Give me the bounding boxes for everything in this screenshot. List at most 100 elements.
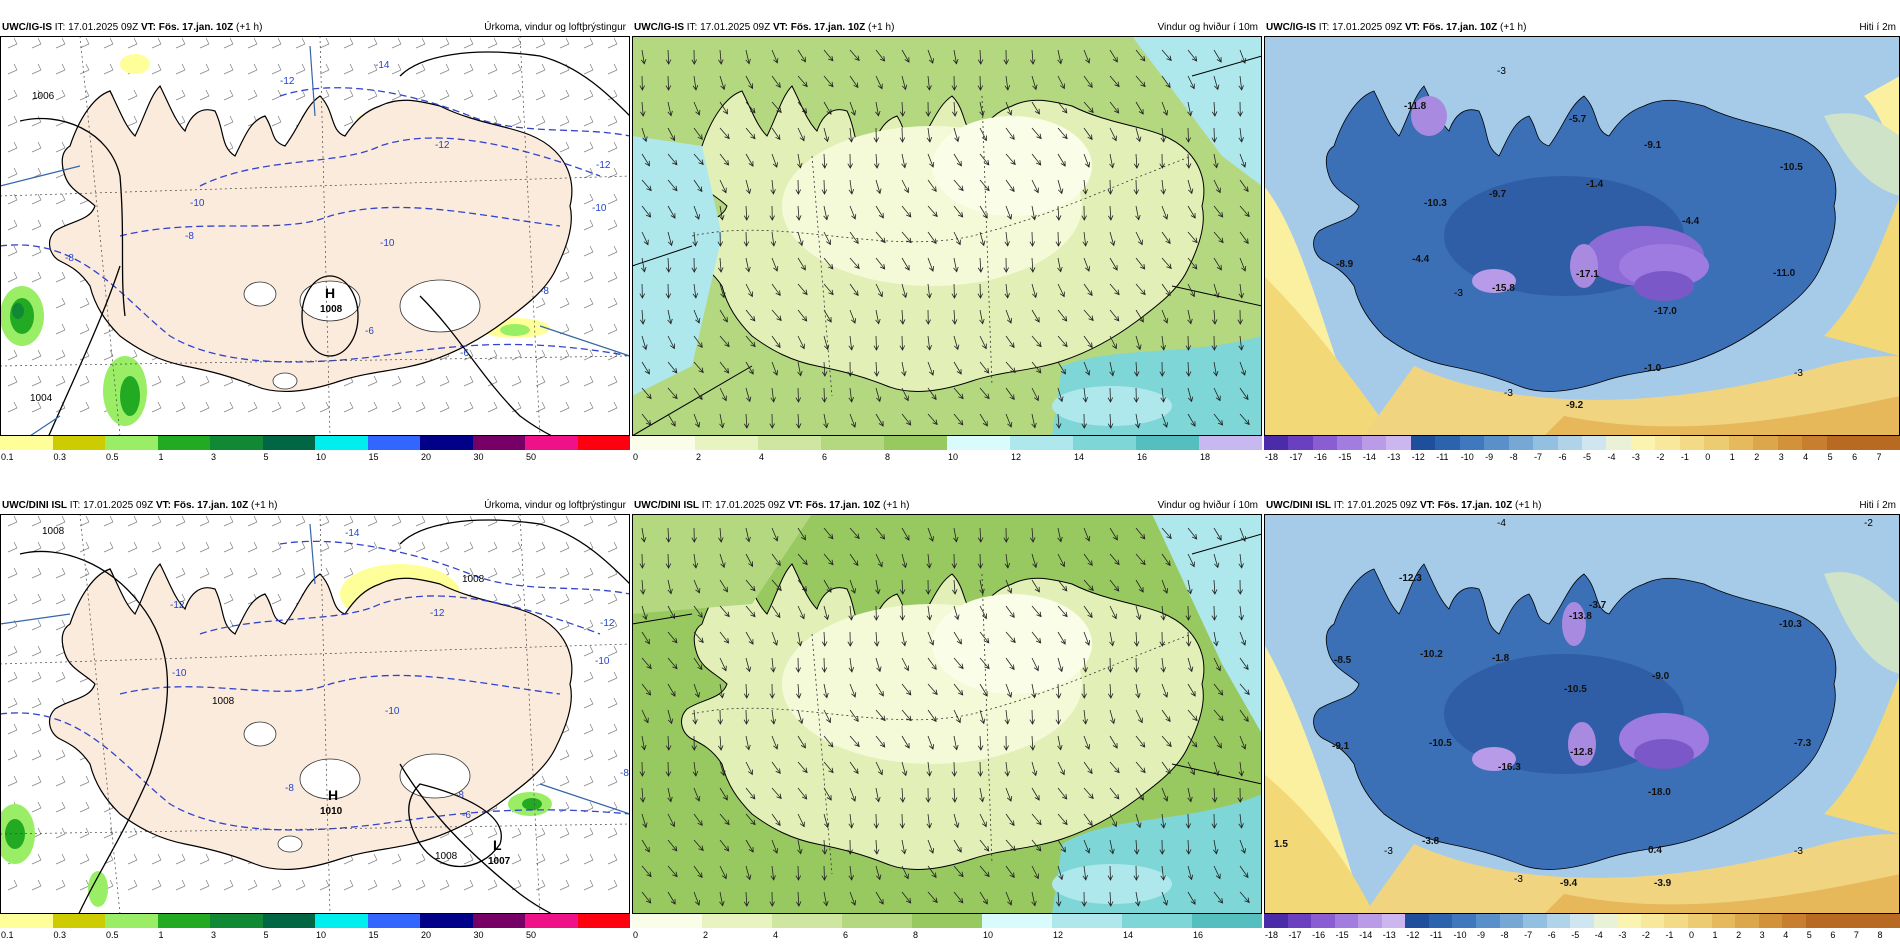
wind-barb-mark xyxy=(55,541,66,553)
wind-arrow-mark xyxy=(1213,153,1219,169)
glaciers xyxy=(243,279,481,390)
wind-arrow-mark xyxy=(849,891,857,906)
precip-panel-top[interactable]: UWC/IG-IS IT: 17.01.2025 09Z VT: Fös. 17… xyxy=(0,20,630,470)
wind-barb-mark xyxy=(583,115,594,127)
wind-arrow-mark xyxy=(899,127,906,143)
wind-arrow-mark xyxy=(1238,813,1244,829)
wind-panel-bottom[interactable]: UWC/DINI ISL IT: 17.01.2025 09Z VT: Fös.… xyxy=(632,498,1262,950)
isotherm-label: -10 xyxy=(592,203,607,214)
isobar-label: 1008 xyxy=(212,696,235,707)
wind-barb-mark xyxy=(559,89,570,101)
wind-barb-mark xyxy=(535,879,546,891)
colorbar-tick-label: 12 xyxy=(1011,452,1022,462)
temp-map[interactable]: -11.8 -5.7 -9.1 -10.5 -10.3 -9.7 -1.4 -4.4 -8.9 -… xyxy=(1264,36,1900,436)
wind-barb-mark xyxy=(511,115,522,127)
wind-arrow-mark xyxy=(875,101,881,117)
colorbar-swatch xyxy=(1826,436,1852,450)
wind-barb-mark xyxy=(223,567,234,579)
colorbar-swatch xyxy=(1311,914,1336,928)
wind-arrow-mark xyxy=(927,657,937,670)
wind-barb-mark xyxy=(607,697,618,709)
wind-arrow-mark xyxy=(1005,387,1015,401)
wind-arrow-mark xyxy=(875,761,883,776)
wind-arrow-mark xyxy=(667,361,678,374)
wind-arrow-mark xyxy=(1133,361,1140,377)
wind-barb-mark xyxy=(415,89,426,101)
temp-panel-top[interactable]: UWC/IG-IS IT: 17.01.2025 09Z VT: Fös. 17… xyxy=(1264,20,1900,470)
wind-arrow-mark xyxy=(1160,813,1166,829)
wind-barb-mark xyxy=(55,193,66,205)
wind-arrow-mark xyxy=(1239,49,1247,64)
wind-barb-mark xyxy=(511,37,522,49)
wind-arrow-mark xyxy=(795,891,802,907)
wind-arrow-mark xyxy=(1109,75,1120,88)
wind-arrow-mark xyxy=(745,179,752,195)
temperature-value: -4.4 xyxy=(1412,254,1430,265)
colorbar-tick-label: 20 xyxy=(421,452,432,462)
precip-panel-bottom[interactable]: UWC/DINI ISL IT: 17.01.2025 09Z VT: Fös.… xyxy=(0,498,630,950)
wind-arrow-mark xyxy=(667,891,676,905)
wind-arrow-mark xyxy=(1135,605,1142,621)
wind-barb-mark xyxy=(439,375,450,387)
wind-barb-mark xyxy=(535,349,546,361)
wind-arrow-mark xyxy=(1135,413,1141,429)
wind-arrow-mark xyxy=(1083,761,1093,775)
wind-barb-mark xyxy=(271,401,282,413)
isotherm-label: -12 xyxy=(170,600,185,611)
wind-arrow-mark xyxy=(1133,865,1140,881)
wind-arrow-mark xyxy=(641,683,652,696)
wind-arrow-mark xyxy=(1159,361,1165,377)
wind-barb-mark xyxy=(607,141,618,153)
wind-arrow-mark xyxy=(1213,683,1224,696)
wind-arrow-mark xyxy=(743,231,750,247)
wind-barb-mark xyxy=(103,827,114,839)
wind-barb-mark xyxy=(55,141,66,153)
wind-arrow-mark xyxy=(771,839,779,854)
temperature-value: -10.5 xyxy=(1429,738,1452,749)
wind-arrow-mark xyxy=(1187,527,1198,540)
wind-arrow-mark xyxy=(1083,75,1093,88)
wind-arrow-mark xyxy=(901,413,912,426)
wind-arrow-mark xyxy=(1239,527,1247,542)
colorbar-swatch xyxy=(262,914,316,928)
wind-barb-mark xyxy=(31,141,42,153)
wind-arrow-mark xyxy=(927,631,935,646)
temp-panel-bottom[interactable]: UWC/DINI ISL IT: 17.01.2025 09Z VT: Fös.… xyxy=(1264,498,1900,950)
wind-arrow-mark xyxy=(745,761,753,776)
wind-arrow-mark xyxy=(1057,761,1065,776)
wind-panel-top[interactable]: UWC/IG-IS IT: 17.01.2025 09Z VT: Fös. 17… xyxy=(632,20,1262,470)
colorbar-tick-label: -7 xyxy=(1534,452,1543,462)
temperature-value: -5.7 xyxy=(1569,114,1587,125)
colorbar-tick-label: 1 xyxy=(158,452,164,462)
isotherm-label: -8 xyxy=(540,286,549,297)
precip-colorbar-ticks: 0.1 0.3 0.5 1 3 5 10 15 20 30 50 xyxy=(0,930,630,942)
colorbar-tick-label: 0 xyxy=(633,452,639,462)
wind-barb-mark xyxy=(487,401,498,413)
temperature-value: -9.2 xyxy=(1566,400,1584,411)
wind-arrow-mark xyxy=(1187,75,1195,90)
colorbar-swatch xyxy=(52,436,106,450)
colorbar-swatch xyxy=(1875,436,1900,450)
wind-map[interactable] xyxy=(632,514,1262,914)
wind-map[interactable] xyxy=(632,36,1262,436)
wind-barb-mark xyxy=(559,37,570,49)
wind-arrow-mark xyxy=(1211,813,1218,829)
precip-map[interactable]: H 1010 L 1007 1008 1008 1008 1008 -14 -1… xyxy=(0,514,630,914)
colorbar-swatch xyxy=(1523,914,1548,928)
wind-arrow-mark xyxy=(1005,361,1016,374)
wind-arrow-mark xyxy=(1029,257,1036,273)
precip-map[interactable]: H 1008 1006 1004 1008 -14 -12 -12 -12 -1… xyxy=(0,36,630,436)
wind-barb-mark xyxy=(583,567,594,579)
wind-arrow-mark xyxy=(901,865,909,880)
wind-arrow-mark xyxy=(693,179,703,193)
wind-barb-mark xyxy=(31,671,42,683)
wind-arrow-mark xyxy=(1005,813,1015,827)
it-time: 17.01.2025 09Z xyxy=(83,500,154,511)
wind-barb-mark xyxy=(535,89,546,101)
temp-map[interactable]: -12.3 -13.8-3.7 -10.3 -8.5 -10.2 -1.8 -9.0 -10.… xyxy=(1264,514,1900,914)
wind-barb-mark xyxy=(55,801,66,813)
wind-arrow-mark xyxy=(1031,605,1042,618)
wind-arrow-mark xyxy=(1160,605,1166,621)
lead-time: (+1 h) xyxy=(883,500,910,511)
wind-barb-mark xyxy=(79,827,90,839)
